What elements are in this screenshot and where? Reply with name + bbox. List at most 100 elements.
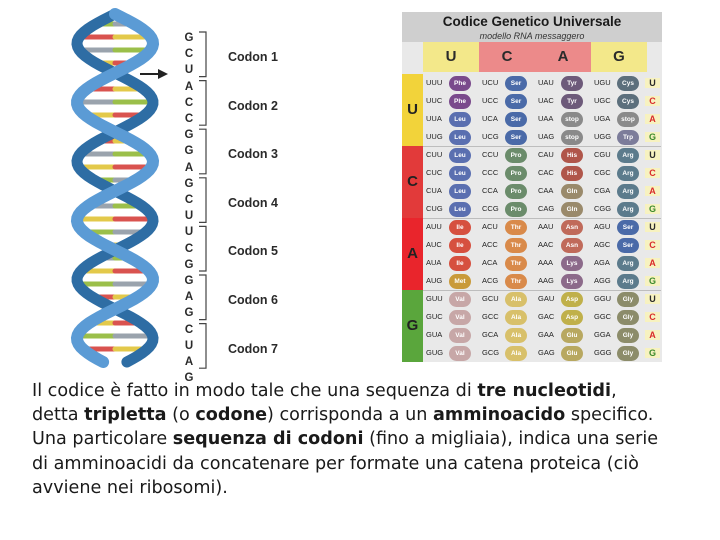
codon-text: CUG [426, 204, 443, 213]
codon-bracket [199, 323, 207, 369]
amino-acid-badge: Lys [561, 274, 583, 289]
third-base-letter: C [645, 240, 660, 250]
codon-cell: UAC Tyr [537, 93, 589, 110]
codon-cell: GAG Glu [537, 345, 589, 362]
nucleotide-letter: G [184, 307, 194, 320]
codon-label: Codon 7 [228, 341, 278, 356]
column-header-a: A [557, 48, 569, 65]
row-separator [423, 218, 661, 219]
codon-text: UCC [482, 96, 499, 105]
codon-cell: UCA Ser [481, 111, 533, 128]
codon-cell: CAU His [537, 147, 589, 164]
amino-acid-badge: Val [449, 346, 471, 361]
codon-text: AUG [426, 276, 443, 285]
codon-cell: UCG Ser [481, 129, 533, 146]
codon-text: CGA [594, 186, 611, 195]
third-base-letter: C [645, 312, 660, 322]
row-header-band [402, 146, 423, 218]
codon-text: AAC [538, 240, 554, 249]
amino-acid-badge: Pro [505, 148, 527, 163]
nucleotide-letter: G [184, 145, 194, 158]
codon-text: AUA [426, 258, 442, 267]
amino-acid-badge: Thr [505, 274, 527, 289]
codon-text: UUA [426, 114, 442, 123]
codon-text: GUC [426, 312, 443, 321]
codon-cell: UUC Phe [425, 93, 477, 110]
codon-text: AGU [594, 222, 611, 231]
codon-cell: GCA Ala [481, 327, 533, 344]
nucleotide-letter: G [184, 32, 194, 44]
codon-bracket [199, 80, 207, 126]
codon-label: Codon 6 [228, 293, 278, 307]
codon-text: AGC [594, 240, 611, 249]
codon-cell: CGA Arg [593, 183, 645, 200]
nucleotide-letter: C [184, 96, 194, 109]
amino-acid-badge: Leu [449, 112, 471, 127]
row-header-u: U [407, 101, 418, 118]
caption-line-2: detta tripletta (o codone) corrisponda a… [32, 403, 712, 427]
codon-text: GAC [538, 312, 555, 321]
amino-acid-badge: Gly [617, 292, 639, 307]
nucleotide-letter: G [184, 275, 194, 287]
codon-cell: UAG stop [537, 129, 589, 146]
codon-bracket [199, 274, 207, 321]
amino-acid-badge: Glu [561, 328, 583, 343]
row-header-band [402, 218, 423, 290]
amino-acid-badge: Gly [617, 310, 639, 325]
nucleotide-letter: U [184, 226, 194, 239]
amino-acid-badge: Trp [617, 130, 639, 145]
row-header-band [402, 74, 423, 146]
codon-text: GCC [482, 312, 499, 321]
codon-label: Codon 3 [228, 147, 278, 162]
codon-bracket [199, 225, 207, 272]
codon-text: UUC [426, 96, 443, 105]
amino-acid-badge: Thr [505, 256, 527, 271]
amino-acid-badge: Ile [449, 238, 471, 253]
codon-text: ACU [482, 222, 498, 231]
codon-bracket [199, 177, 207, 223]
third-base-letter: A [645, 186, 660, 196]
caption-line-3: Una particolare sequenza di codoni (fino… [32, 427, 712, 451]
codon-text: CAG [538, 204, 555, 213]
codon-text: AAA [538, 258, 554, 267]
codon-cell: AUC Ile [425, 237, 477, 254]
codon-cell: AAU Asn [537, 219, 589, 236]
dna-backbone-strand-front [70, 8, 160, 368]
codon-cell: AGA Arg [593, 255, 645, 272]
codon-cell: UGA stop [593, 111, 645, 128]
codon-cell: AAA Lys [537, 255, 589, 272]
amino-acid-badge: Ser [505, 112, 527, 127]
nucleotide-letter: U [184, 64, 194, 77]
third-base-letter: A [645, 330, 660, 340]
codon-text: CUU [426, 150, 443, 159]
codon-text: GAA [538, 330, 554, 339]
codon-text: CGG [594, 204, 612, 213]
amino-acid-badge: Arg [617, 184, 639, 199]
amino-acid-badge: Pro [505, 166, 527, 181]
amino-acid-badge: Tyr [561, 94, 583, 109]
row-separator [423, 146, 661, 147]
codon-text: UAU [538, 78, 554, 87]
codon-cell: AUU Ile [425, 219, 477, 236]
amino-acid-badge: Ser [505, 94, 527, 109]
amino-acid-badge: Arg [617, 166, 639, 181]
codon-text: GGG [594, 348, 612, 357]
table-title-band [402, 12, 662, 42]
amino-acid-badge: Asp [561, 292, 583, 307]
codon-cell: CCA Pro [481, 183, 533, 200]
third-base-letter: C [645, 96, 660, 106]
third-base-letter: G [645, 348, 660, 358]
codon-text: AGG [594, 276, 611, 285]
codon-text: UCA [482, 114, 498, 123]
codon-text: UAA [538, 114, 554, 123]
emphasis-codone: codone [195, 405, 268, 426]
nucleotide-letter: C [184, 113, 194, 125]
codon-text: AGA [594, 258, 610, 267]
caption-line-4: di amminoacidi da concatenare per format… [32, 453, 639, 474]
amino-acid-badge: Ala [505, 328, 527, 343]
codon-cell: GAC Asp [537, 309, 589, 326]
third-base-letter: A [645, 114, 660, 124]
codon-cell: UUG Leu [425, 129, 477, 146]
codon-text: GCA [482, 330, 499, 339]
codon-text: CCA [482, 186, 498, 195]
